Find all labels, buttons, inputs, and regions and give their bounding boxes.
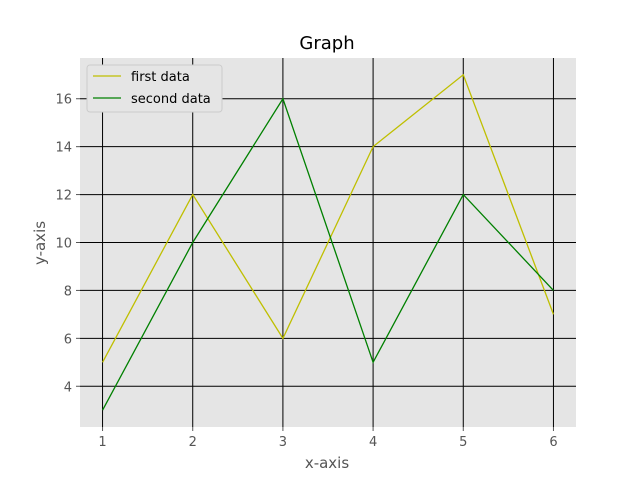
x-tick-label: 6: [549, 435, 557, 450]
y-tick-label: 14: [55, 141, 72, 156]
x-tick-label: 5: [459, 435, 467, 450]
x-axis-label: x-axis: [305, 454, 350, 472]
x-axis-ticks: 1 2 3 4 5 6: [98, 427, 558, 450]
y-tick-label: 16: [55, 93, 72, 108]
y-tick-label: 8: [64, 284, 72, 299]
chart-title: Graph: [299, 33, 354, 54]
y-axis-label: y-axis: [31, 221, 49, 265]
legend-label-second-data: second data: [131, 92, 211, 107]
series-line-second-data: [101, 97, 554, 411]
y-axis-ticks: 4 6 8 10 12 14 16: [55, 93, 80, 395]
series-lines: [101, 73, 555, 411]
x-tick-label: 4: [369, 435, 377, 450]
series-line-first-data: [101, 73, 555, 363]
y-tick-label: 4: [64, 380, 72, 395]
y-tick-label: 12: [55, 189, 72, 204]
x-tick-label: 1: [98, 435, 106, 450]
legend: first data second data: [86, 64, 223, 113]
legend-box: [86, 64, 223, 113]
y-tick-label: 6: [64, 332, 72, 347]
y-tick-label: 10: [55, 237, 72, 252]
x-tick-label: 2: [189, 435, 197, 450]
x-tick-label: 3: [279, 435, 287, 450]
legend-label-first-data: first data: [131, 70, 190, 85]
